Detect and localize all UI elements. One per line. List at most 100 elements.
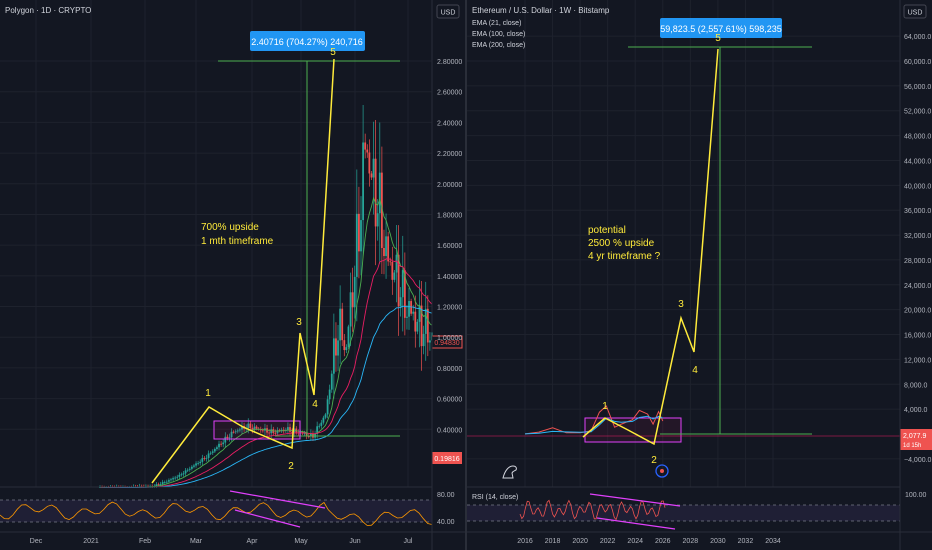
left-candle-body [199, 461, 202, 464]
right-chart-header: Ethereum / U.S. Dollar · 1W · Bitstamp [472, 6, 610, 15]
left-candle-body [268, 432, 271, 434]
left-candle-body [174, 477, 177, 479]
left-candle-body [289, 427, 291, 432]
left-candle-body [368, 152, 371, 174]
left-y-tick: 2.20000 [437, 151, 462, 158]
left-candle-body [364, 142, 367, 150]
right-rsi-label: RSI (14, close) [472, 494, 518, 501]
left-candle-body [201, 458, 204, 462]
right-current-price-sub: 1d 15h [903, 443, 921, 449]
left-rsi-pane [0, 488, 432, 532]
left-y-tick: 1.60000 [437, 243, 462, 250]
left-candle-body [362, 142, 364, 221]
left-candle-body [230, 431, 233, 438]
left-candle-body [426, 308, 429, 343]
left-candle-body [372, 158, 375, 178]
left-candle-body [424, 308, 427, 334]
left-x-tick: Jul [404, 538, 413, 545]
left-y-tick: 1.80000 [437, 212, 462, 219]
left-candle-body [387, 236, 390, 262]
left-candle-body [276, 430, 279, 434]
left-candle-body [385, 236, 387, 257]
left-candle-body [211, 451, 214, 453]
left-candle-body [182, 473, 185, 475]
left-annotation-line-1: 700% upside [201, 222, 259, 233]
left-candle-body [184, 470, 187, 474]
left-current-price-text: 0.94830 [434, 340, 459, 347]
right-x-tick: 2026 [655, 538, 671, 545]
left-candle-body [420, 305, 423, 347]
left-x-axis: Dec 2021 Feb Mar Apr May Jun Jul [30, 538, 413, 545]
left-rsi-line [0, 501, 433, 526]
right-y-tick: 20,000.0 [904, 308, 931, 315]
left-candle-body [193, 465, 195, 467]
left-candle-body [157, 484, 160, 486]
left-rsi-tick-40: 40.00 [437, 519, 455, 526]
left-y-tick: 0.60000 [437, 397, 462, 404]
left-wave-label-2: 2 [288, 461, 294, 472]
right-x-tick: 2030 [710, 538, 726, 545]
left-candle-body [351, 292, 354, 308]
right-current-price-tag [900, 429, 932, 450]
left-candle-body [282, 429, 285, 431]
left-candle-body [307, 436, 310, 438]
left-candle-body [326, 399, 329, 415]
left-candle-body [320, 422, 323, 426]
left-candle-body [238, 429, 241, 431]
right-panel: 2,077.9 1d 15h RSI (14, close) 100.00 20… [467, 0, 932, 550]
left-candle-body [226, 436, 229, 439]
right-y-tick: 4,000.0 [904, 407, 927, 414]
left-wave-label-1: 1 [205, 388, 211, 399]
left-candle-body [343, 340, 346, 351]
right-x-tick: 2028 [683, 538, 699, 545]
left-candle-body [103, 487, 106, 489]
left-rsi-trendline-lower [234, 509, 301, 528]
right-currency-label: USD [908, 10, 923, 17]
right-x-tick: 2020 [572, 538, 588, 545]
right-ema-line [524, 415, 663, 435]
left-rsi-tick-80: 80.00 [437, 492, 455, 499]
right-rsi-line [519, 499, 666, 521]
right-rsi-trendline-upper [589, 493, 681, 507]
left-chart-header: Polygon · 1D · CRYPTO [5, 6, 91, 15]
replay-icon[interactable] [655, 464, 669, 478]
right-measure-box [660, 18, 782, 38]
left-candle-body [165, 481, 168, 483]
left-candle-body [161, 482, 164, 485]
dino-icon[interactable] [502, 465, 517, 479]
left-candle-body [270, 429, 273, 434]
left-candle-body [355, 213, 358, 277]
right-annotation-line-2: 2500 % upside [588, 238, 655, 249]
left-y-tick: 1.20000 [437, 305, 462, 312]
left-panel: 0.94830 0.19816 80.00 40.00 Dec 2021 Feb Ma… [0, 0, 465, 550]
right-price-line-series [524, 405, 664, 435]
left-candle-body [399, 297, 402, 307]
left-candle-body [188, 468, 191, 470]
left-candle-body [180, 474, 183, 476]
right-y-tick: 12,000.0 [904, 357, 931, 364]
left-x-tick: Mar [190, 538, 203, 545]
left-candle-body [322, 417, 325, 423]
left-y-tick: 0.40000 [437, 427, 462, 434]
left-candle-body [303, 433, 306, 435]
right-y-tick: 44,000.0 [904, 158, 931, 165]
left-candle-body [391, 261, 394, 280]
right-y-tick: 40,000.0 [904, 183, 931, 190]
left-currency-button[interactable] [436, 4, 460, 19]
right-current-price-text: 2,077.9 [903, 433, 926, 440]
left-candle-body [218, 443, 220, 448]
right-annotation-line-1: potential [588, 225, 626, 236]
panel-divider[interactable] [465, 0, 467, 550]
right-y-tick: 52,000.0 [904, 109, 931, 116]
left-candle-body [287, 427, 289, 430]
right-x-tick: 2032 [738, 538, 754, 545]
right-rsi-tick-100: 100.00 [905, 492, 927, 499]
left-candle-body [228, 437, 231, 439]
left-candle-body [408, 301, 410, 317]
left-candle-body [207, 453, 210, 458]
left-ema-0 [99, 196, 433, 489]
left-candle-body [380, 172, 383, 248]
right-rsi-band [467, 505, 900, 521]
right-currency-button[interactable] [903, 4, 927, 19]
left-y-tick: 2.80000 [437, 59, 462, 66]
